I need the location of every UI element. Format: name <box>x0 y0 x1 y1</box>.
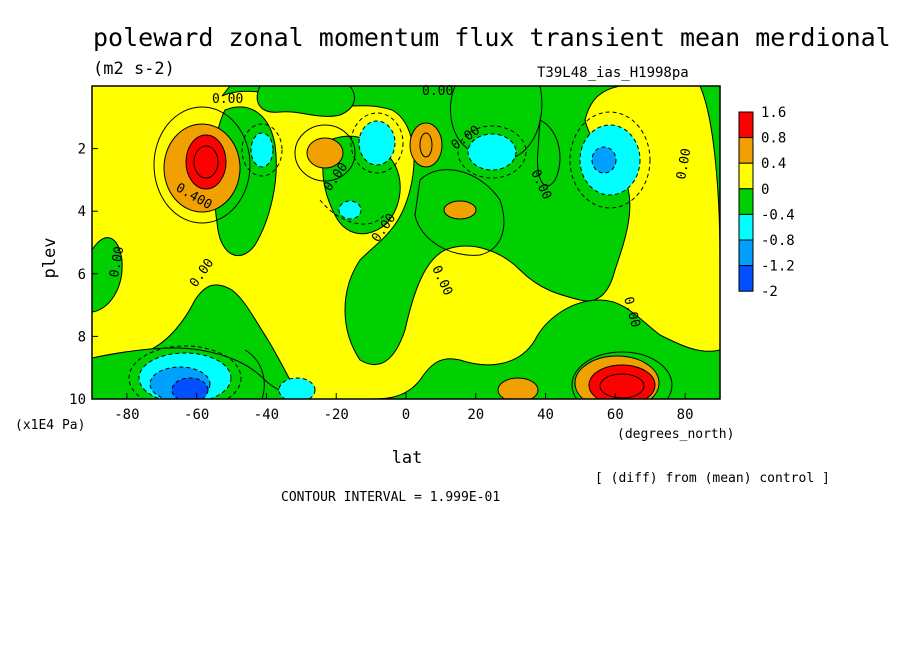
y-tick-label: 4 <box>78 204 86 220</box>
x-tick-label: 20 <box>467 407 484 423</box>
chart-title: poleward zonal momentum flux transient m… <box>93 23 891 52</box>
colorbar-label: -0.8 <box>761 233 795 249</box>
red-regions <box>185 134 656 399</box>
x-tick-label: -60 <box>184 407 209 423</box>
y-tick-label: 2 <box>78 142 86 158</box>
x-tick-label: -40 <box>254 407 279 423</box>
colorbar-label: -2 <box>761 284 778 300</box>
contour-lines <box>153 106 673 399</box>
contour-label: 0.00 <box>674 147 694 180</box>
colorbar-swatch <box>738 265 754 292</box>
x-tick-label: 0 <box>402 407 410 423</box>
x-tick-label: 40 <box>537 407 554 423</box>
colorbar-label: 0.8 <box>761 131 786 147</box>
colorbar-label: -0.4 <box>761 207 795 223</box>
colorbar-label: 0.4 <box>761 156 786 172</box>
deep-blue-regions <box>171 377 209 399</box>
x-axis-ticks: -80 -60 -40 -20 0 20 40 60 80 <box>114 393 694 423</box>
colorbar: 1.6 0.8 0.4 0 -0.4 -0.8 -1.2 -2 <box>738 105 795 300</box>
contour-label: 0.00 <box>212 92 243 107</box>
contour-field <box>92 86 720 399</box>
colorbar-swatch <box>738 213 754 241</box>
colorbar-swatch <box>738 188 754 215</box>
chart-units: (m2 s-2) <box>93 59 175 79</box>
y-axis-label: plev <box>40 238 60 279</box>
cyan-regions <box>138 120 641 399</box>
y-axis-ticks: 2 4 6 8 10 <box>69 142 98 408</box>
x-tick-label: -20 <box>324 407 349 423</box>
colorbar-swatch <box>738 111 754 139</box>
contour-label: 0.00 <box>422 84 453 99</box>
colorbar-label: 0 <box>761 182 769 198</box>
y-tick-label: 10 <box>69 392 86 408</box>
colorbar-swatch <box>738 239 754 267</box>
contour-label: 0.00 <box>107 245 127 278</box>
x-axis-label: lat <box>392 448 423 468</box>
negative-contour-lines <box>128 111 651 399</box>
colorbar-label: 1.6 <box>761 105 786 121</box>
y-tick-label: 6 <box>78 267 86 283</box>
run-label: T39L48_ias_H1998pa <box>537 65 689 81</box>
x-tick-label: 60 <box>607 407 624 423</box>
colorbar-swatch <box>738 137 754 164</box>
colorbar-swatch <box>738 162 754 190</box>
y-axis-units: (x1E4 Pa) <box>15 418 85 433</box>
diff-note: [ (diff) from (mean) control ] <box>595 471 830 486</box>
x-axis-units: (degrees_north) <box>617 427 734 442</box>
y-tick-label: 8 <box>78 329 86 345</box>
colorbar-label: -1.2 <box>761 259 795 275</box>
x-tick-label: -80 <box>114 407 139 423</box>
contour-interval: CONTOUR INTERVAL = 1.999E-01 <box>281 490 500 505</box>
x-tick-label: 80 <box>677 407 694 423</box>
